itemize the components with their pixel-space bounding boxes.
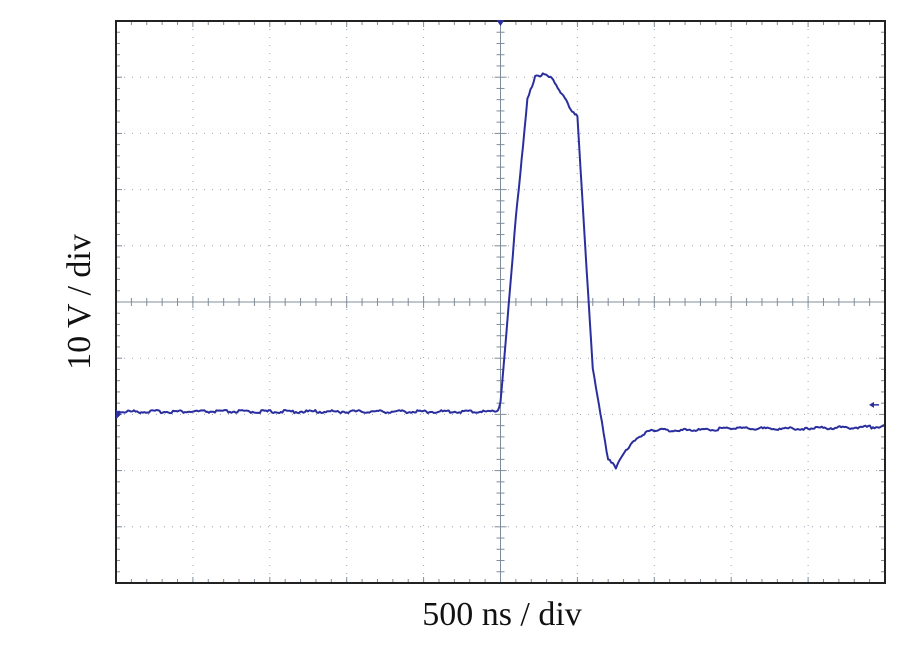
x-axis-label: 500 ns / div	[422, 596, 582, 633]
trigger-position-marker	[496, 20, 505, 26]
waveform-layer	[115, 72, 886, 470]
trigger-level-arrow-icon	[869, 401, 874, 408]
channel-ground-marker	[116, 409, 121, 420]
waveform-trace	[115, 72, 886, 470]
y-axis-label: 10 V / div	[61, 234, 98, 370]
marker-layer	[116, 20, 879, 420]
